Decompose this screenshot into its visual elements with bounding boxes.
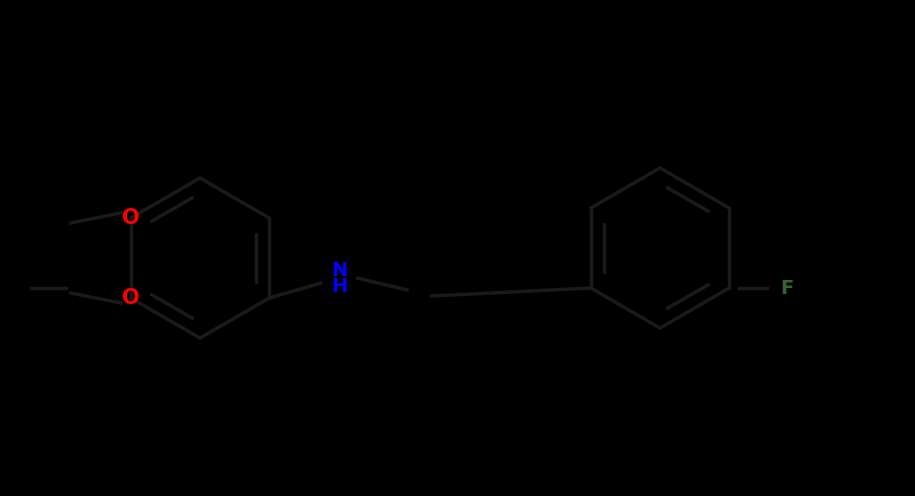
Text: F: F: [780, 278, 794, 298]
Text: O: O: [122, 208, 139, 228]
Text: O: O: [122, 288, 139, 308]
Text: N
H: N H: [331, 260, 348, 296]
